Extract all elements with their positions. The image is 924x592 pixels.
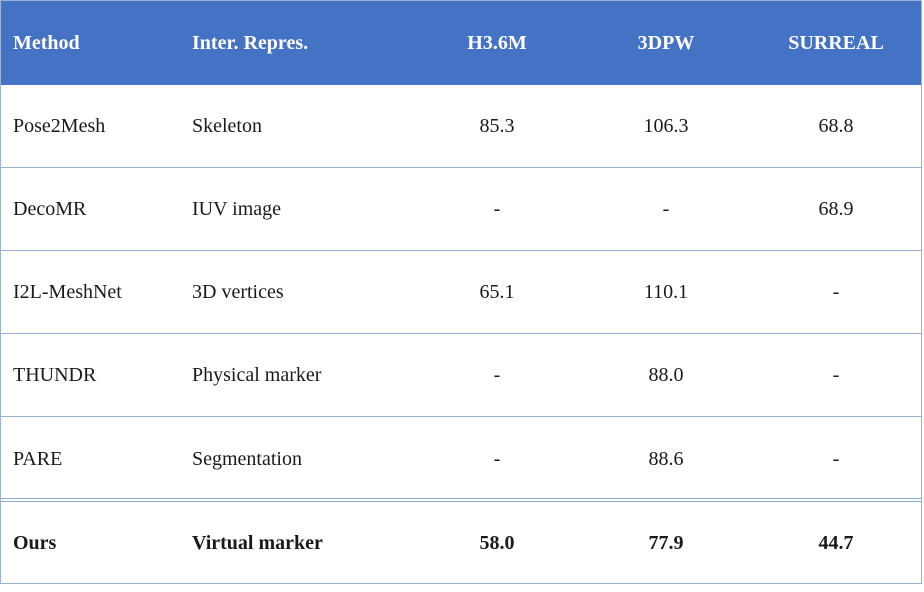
cell-3dpw: 88.0 (648, 363, 684, 386)
cell-method: DecoMR (13, 197, 87, 220)
cell-3dpw: 106.3 (643, 114, 689, 137)
header-method: Method (13, 31, 80, 54)
table-row: THUNDR Physical marker - 88.0 - (1, 334, 921, 417)
table-row-ours: Ours Virtual marker 58.0 77.9 44.7 (1, 503, 921, 583)
cell-representation: Skeleton (192, 114, 262, 137)
cell-3dpw: 77.9 (648, 531, 684, 554)
cell-3dpw: 110.1 (643, 280, 689, 303)
table-row: I2L-MeshNet 3D vertices 65.1 110.1 - (1, 251, 921, 334)
cell-surreal: 68.8 (818, 114, 854, 137)
cell-h36m: 85.3 (479, 114, 515, 137)
header-inter-repres: Inter. Repres. (192, 31, 309, 54)
table-row: PARE Segmentation - 88.6 - (1, 418, 921, 501)
cell-representation: Virtual marker (192, 531, 323, 554)
cell-method: I2L-MeshNet (13, 280, 122, 303)
table-header: Method Inter. Repres. H3.6M 3DPW SURREAL (1, 1, 921, 85)
table-row: Pose2Mesh Skeleton 85.3 106.3 68.8 (1, 85, 921, 168)
cell-h36m: - (493, 448, 501, 470)
cell-representation: IUV image (192, 197, 282, 220)
cell-3dpw: - (662, 197, 670, 220)
cell-surreal: - (832, 448, 840, 470)
cell-method: Pose2Mesh (13, 114, 106, 137)
header-h36m: H3.6M (467, 31, 527, 54)
cell-method: Ours (13, 531, 57, 554)
double-rule-divider (1, 498, 921, 502)
table-row: DecoMR IUV image - - 68.9 (1, 168, 921, 251)
cell-3dpw: 88.6 (648, 448, 684, 470)
cell-h36m: 65.1 (479, 280, 515, 303)
cell-method: PARE (13, 448, 63, 470)
cell-representation: 3D vertices (192, 280, 284, 303)
cell-h36m: - (493, 363, 501, 386)
cell-h36m: 58.0 (479, 531, 515, 554)
cell-surreal: 68.9 (818, 197, 854, 220)
cell-method: THUNDR (13, 363, 97, 386)
cell-representation: Physical marker (192, 363, 322, 386)
cell-surreal: - (832, 363, 840, 386)
cell-representation: Segmentation (192, 448, 302, 470)
cell-surreal: 44.7 (818, 531, 854, 554)
header-3dpw: 3DPW (637, 31, 695, 54)
cell-surreal: - (832, 280, 840, 303)
cell-h36m: - (493, 197, 501, 220)
header-surreal: SURREAL (788, 31, 884, 54)
